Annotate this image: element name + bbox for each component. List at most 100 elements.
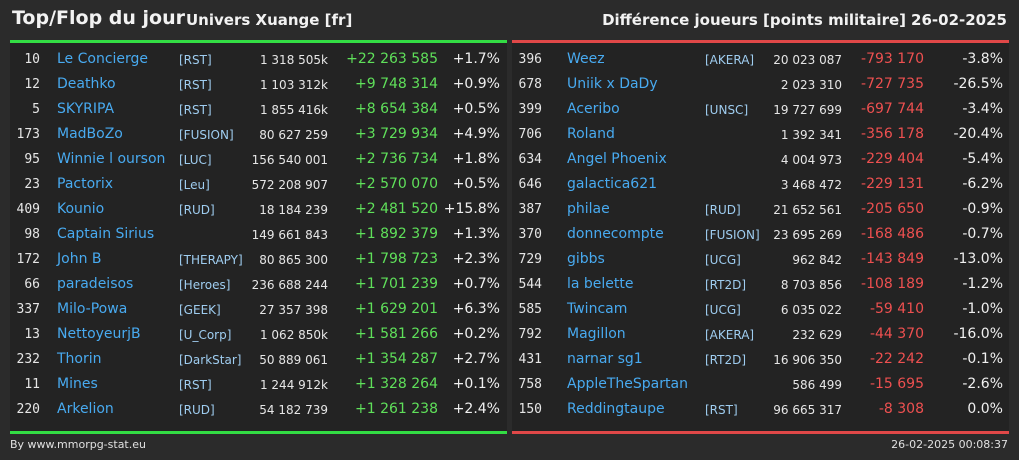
player-rank: 399	[518, 102, 542, 117]
player-percent-change: 0.0%	[967, 401, 1003, 417]
player-rank: 337	[16, 302, 40, 317]
player-alliance-tag[interactable]: [RST]	[179, 103, 212, 117]
top-player-row: 409 Kounio [RUD] 18 184 239 +2 481 520 +15.8%	[10, 197, 507, 222]
player-rank: 232	[16, 352, 40, 367]
player-name-link[interactable]: philae	[567, 201, 610, 217]
player-percent-change: -20.4%	[953, 126, 1003, 142]
player-alliance-tag[interactable]: [LUC]	[179, 153, 212, 167]
player-name-link[interactable]: donnecompte	[567, 226, 664, 242]
player-name-link[interactable]: galactica621	[567, 176, 658, 192]
player-name-link[interactable]: Uniik x DaDy	[567, 76, 658, 92]
player-name-link[interactable]: Le Concierge	[57, 51, 149, 67]
player-alliance-tag[interactable]: [FUSION]	[705, 228, 760, 242]
player-name-link[interactable]: SKYRIPA	[57, 101, 115, 117]
player-alliance-tag[interactable]: [DarkStar]	[179, 353, 242, 367]
player-percent-change: -3.4%	[962, 101, 1003, 117]
player-alliance-tag[interactable]: [RUD]	[705, 203, 741, 217]
player-name-link[interactable]: narnar sg1	[567, 351, 643, 367]
player-name-link[interactable]: la belette	[567, 276, 634, 292]
player-percent-change: +15.8%	[443, 201, 500, 217]
player-name-link[interactable]: NettoyeurjB	[57, 326, 141, 342]
player-name-link[interactable]: Deathko	[57, 76, 116, 92]
player-alliance-tag[interactable]: [RST]	[179, 378, 212, 392]
player-points-diff: +1 701 239	[355, 276, 438, 292]
player-name-link[interactable]: Roland	[567, 126, 615, 142]
player-name-link[interactable]: Pactorix	[57, 176, 114, 192]
player-points-diff: +2 570 070	[355, 176, 438, 192]
player-alliance-tag[interactable]: [GEEK]	[179, 303, 221, 317]
player-percent-change: -16.0%	[953, 326, 1003, 342]
player-alliance-tag[interactable]: [UCG]	[705, 253, 741, 267]
player-alliance-tag[interactable]: [RT2D]	[705, 353, 747, 367]
player-alliance-tag[interactable]: [U_Corp]	[179, 328, 232, 342]
player-alliance-tag[interactable]: [AKERA]	[705, 328, 755, 342]
player-points: 80 627 259	[259, 128, 328, 142]
player-name-link[interactable]: gibbs	[567, 251, 605, 267]
top-losers-panel: 396 Weez [AKERA] 20 023 087 -793 170 -3.8% 678…	[512, 40, 1009, 434]
player-rank: 5	[32, 102, 40, 117]
player-alliance-tag[interactable]: [RST]	[705, 403, 738, 417]
player-alliance-tag[interactable]: [THERAPY]	[179, 253, 243, 267]
top-player-row: 10 Le Concierge [RST] 1 318 505k +22 263 585…	[10, 47, 507, 72]
top-player-row: 5 SKYRIPA [RST] 1 855 416k +8 654 384 +0.5%	[10, 97, 507, 122]
player-points-diff: +1 798 723	[355, 251, 438, 267]
player-name-link[interactable]: paradeisos	[57, 276, 134, 292]
player-points: 1 855 416k	[259, 103, 328, 117]
flop-player-row: 399 Aceribo [UNSC] 19 727 699 -697 744 -3.4%	[512, 97, 1009, 122]
player-points: 23 695 269	[773, 228, 842, 242]
player-alliance-tag[interactable]: [AKERA]	[705, 53, 755, 67]
player-name-link[interactable]: Magillon	[567, 326, 626, 342]
player-name-link[interactable]: Weez	[567, 51, 605, 67]
player-alliance-tag[interactable]: [RUD]	[179, 203, 215, 217]
player-name-link[interactable]: AppleTheSpartan	[567, 376, 688, 392]
player-points-diff: -22 242	[869, 351, 924, 367]
top-player-row: 66 paradeisos [Heroes] 236 688 244 +1 701 23…	[10, 272, 507, 297]
player-alliance-tag[interactable]: [Heroes]	[179, 278, 231, 292]
player-name-link[interactable]: Mines	[57, 376, 98, 392]
player-alliance-tag[interactable]: [RST]	[179, 53, 212, 67]
player-points-diff: -168 486	[861, 226, 924, 242]
player-alliance-tag[interactable]: [FUSION]	[179, 128, 234, 142]
player-name-link[interactable]: Arkelion	[57, 401, 114, 417]
top-player-row: 12 Deathko [RST] 1 103 312k +9 748 314 +0.9%	[10, 72, 507, 97]
player-points: 6 035 022	[780, 303, 842, 317]
player-alliance-tag[interactable]: [UCG]	[705, 303, 741, 317]
player-name-link[interactable]: Thorin	[57, 351, 102, 367]
player-points-diff: -108 189	[861, 276, 924, 292]
player-rank: 150	[518, 402, 542, 417]
flop-player-row: 544 la belette [RT2D] 8 703 856 -108 189 -1.2…	[512, 272, 1009, 297]
player-rank: 396	[518, 52, 542, 67]
player-name-link[interactable]: Kounio	[57, 201, 105, 217]
flop-player-row: 729 gibbs [UCG] 962 842 -143 849 -13.0%	[512, 247, 1009, 272]
player-name-link[interactable]: John B	[57, 251, 102, 267]
player-name-link[interactable]: MadBoZo	[57, 126, 123, 142]
player-rank: 66	[24, 277, 40, 292]
player-rank: 646	[518, 177, 542, 192]
player-name-link[interactable]: Aceribo	[567, 101, 620, 117]
footer-source[interactable]: By www.mmorpg-stat.eu	[10, 438, 146, 451]
player-percent-change: +1.7%	[452, 51, 500, 67]
player-points: 586 499	[792, 378, 842, 392]
flop-player-row: 370 donnecompte [FUSION] 23 695 269 -168 486…	[512, 222, 1009, 247]
player-name-link[interactable]: Reddingtaupe	[567, 401, 665, 417]
player-alliance-tag[interactable]: [RT2D]	[705, 278, 747, 292]
player-percent-change: +6.3%	[452, 301, 500, 317]
player-percent-change: -5.4%	[962, 151, 1003, 167]
player-name-link[interactable]: Milo-Powa	[57, 301, 128, 317]
player-alliance-tag[interactable]: [RUD]	[179, 403, 215, 417]
player-name-link[interactable]: Captain Sirius	[57, 226, 155, 242]
player-rank: 544	[518, 277, 542, 292]
flop-player-row: 792 Magillon [AKERA] 232 629 -44 370 -16.0%	[512, 322, 1009, 347]
player-points: 96 665 317	[773, 403, 842, 417]
player-alliance-tag[interactable]: [Leu]	[179, 178, 210, 192]
player-name-link[interactable]: Winnie l ourson	[57, 151, 166, 167]
flop-player-row: 706 Roland 1 392 341 -356 178 -20.4%	[512, 122, 1009, 147]
player-points-diff: +1 354 287	[355, 351, 438, 367]
player-alliance-tag[interactable]: [RST]	[179, 78, 212, 92]
player-rank: 387	[518, 202, 542, 217]
player-rank: 98	[24, 227, 40, 242]
player-rank: 11	[24, 377, 40, 392]
player-alliance-tag[interactable]: [UNSC]	[705, 103, 749, 117]
player-name-link[interactable]: Angel Phoenix	[567, 151, 667, 167]
player-name-link[interactable]: Twincam	[567, 301, 628, 317]
